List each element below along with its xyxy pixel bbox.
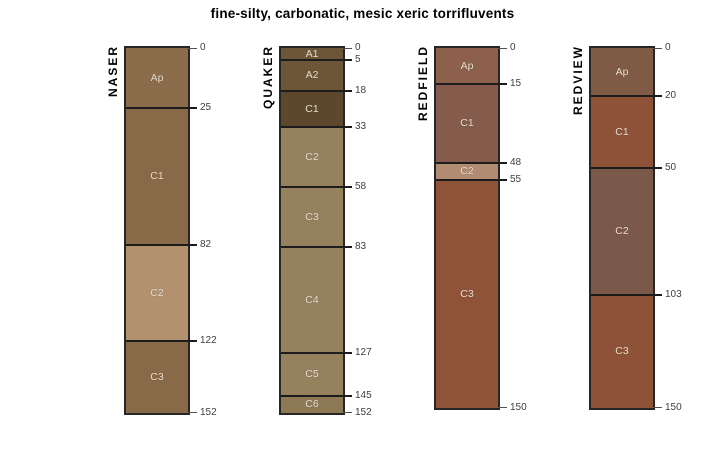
depth-label: 20 [665, 90, 677, 101]
horizon-boundary-line [591, 95, 662, 97]
profile-id-label: QUAKER [261, 45, 275, 110]
depth-label: 25 [200, 102, 212, 113]
horizon-name-label: C2 [615, 225, 629, 238]
horizon-name-label: A2 [305, 69, 319, 82]
depth-label: 33 [355, 121, 367, 133]
horizon-boundary-line [281, 351, 352, 354]
profile-column-redfield: REDFIELD Ap C1 C2 C3 0 15 48 55 150 [416, 43, 527, 413]
horizon-boundary-line [281, 395, 352, 397]
horizon-name-label: Ap [615, 65, 629, 78]
profile-column-redview: REDVIEW Ap C1 C2 C3 0 20 50 103 150 [571, 43, 682, 413]
horizon-boundary-line [126, 107, 197, 109]
depth-label: 50 [665, 162, 677, 173]
horizon-redview-ap: Ap [591, 48, 653, 96]
horizon-name-label: C1 [615, 125, 629, 138]
horizon-name-label: C3 [460, 287, 474, 300]
plot-title: fine-silty, carbonatic, mesic xeric torr… [210, 6, 515, 21]
depth-tick [343, 411, 352, 413]
horizon-quaker-c6: C6 [281, 395, 343, 413]
horizon-boundary-line [126, 243, 197, 246]
depth-label: 152 [200, 406, 217, 418]
horizon-name-label: Ap [150, 71, 164, 84]
depth-label: 103 [665, 289, 682, 301]
depth-label: 83 [355, 241, 367, 253]
horizon-boundary-line [281, 186, 352, 189]
horizon-naser-c1: C1 [126, 108, 188, 245]
horizon-boundary-line [436, 179, 507, 181]
horizon-redfield-c1: C1 [436, 84, 498, 164]
horizon-name-label: C4 [305, 293, 319, 306]
horizon-quaker-a1: A1 [281, 48, 343, 60]
horizon-boundary-line [281, 246, 352, 249]
depth-label: 0 [355, 42, 361, 53]
horizon-quaker-c3: C3 [281, 187, 343, 248]
horizon-redfield-c2: C2 [436, 163, 498, 180]
horizon-name-label: C1 [305, 102, 319, 115]
horizon-redfield-c3: C3 [436, 179, 498, 408]
depth-tick [498, 48, 507, 49]
horizon-quaker-c4: C4 [281, 247, 343, 353]
horizon-name-label: C1 [150, 170, 164, 183]
horizon-quaker-a2: A2 [281, 60, 343, 92]
depth-tick [653, 48, 662, 49]
horizon-naser-ap: Ap [126, 48, 188, 108]
profile-column-naser: NASER Ap C1 C2 C3 0 25 82 122 152 [106, 43, 217, 418]
depth-label: 127 [355, 346, 372, 358]
horizon-name-label: A1 [305, 47, 319, 60]
horizon-naser-c3: C3 [126, 340, 188, 413]
profile-column-quaker: QUAKER A1 A2 C1 C2 C3 C4 C5 C6 0 5 18 33 58 83 127 145 15… [261, 43, 372, 418]
depth-label: 0 [665, 42, 671, 53]
horizon-boundary-line [436, 83, 507, 85]
depth-tick [188, 48, 197, 49]
depth-label: 82 [200, 238, 212, 250]
horizon-boundary-line [281, 126, 352, 129]
horizon-quaker-c2: C2 [281, 127, 343, 188]
depth-label: 5 [355, 54, 361, 65]
depth-label: 0 [510, 42, 516, 53]
profile-id-label: NASER [106, 45, 120, 98]
profile-id-label: REDVIEW [571, 45, 585, 116]
depth-label: 152 [355, 406, 372, 418]
horizon-name-label: C1 [460, 117, 474, 130]
horizon-name-label: C2 [460, 165, 474, 178]
depth-label: 18 [355, 85, 367, 97]
profile-id-label: REDFIELD [416, 45, 430, 121]
depth-tick [188, 411, 197, 413]
horizon-name-label: C3 [305, 210, 319, 223]
depth-label: 150 [665, 402, 682, 413]
horizon-redview-c2: C2 [591, 168, 653, 296]
depth-tick [498, 407, 507, 408]
horizon-redview-c3: C3 [591, 295, 653, 408]
horizon-boundary-line [436, 162, 507, 165]
horizon-boundary-line [591, 294, 662, 297]
depth-label: 122 [200, 334, 217, 346]
horizon-name-label: C3 [615, 345, 629, 358]
horizon-name-label: C2 [150, 286, 164, 299]
depth-label: 48 [510, 157, 522, 169]
depth-label: 150 [510, 402, 527, 413]
depth-label: 55 [510, 174, 522, 185]
horizon-redview-c1: C1 [591, 96, 653, 168]
horizon-redfield-ap: Ap [436, 48, 498, 84]
horizon-quaker-c5: C5 [281, 352, 343, 396]
horizon-name-label: C3 [150, 370, 164, 383]
depth-label: 145 [355, 390, 372, 401]
depth-tick [343, 48, 352, 49]
horizon-boundary-line [281, 90, 352, 93]
horizon-name-label: C6 [305, 398, 319, 411]
horizon-naser-c2: C2 [126, 244, 188, 341]
horizon-boundary-line [591, 167, 662, 169]
depth-label: 58 [355, 181, 367, 193]
depth-label: 15 [510, 78, 522, 89]
horizon-name-label: C2 [305, 150, 319, 163]
depth-tick [653, 407, 662, 408]
horizon-boundary-line [281, 59, 352, 61]
horizon-boundary-line [126, 339, 197, 342]
horizon-name-label: C5 [305, 368, 319, 381]
horizon-quaker-c1: C1 [281, 91, 343, 128]
depth-label: 0 [200, 42, 206, 53]
horizon-name-label: Ap [460, 59, 474, 72]
